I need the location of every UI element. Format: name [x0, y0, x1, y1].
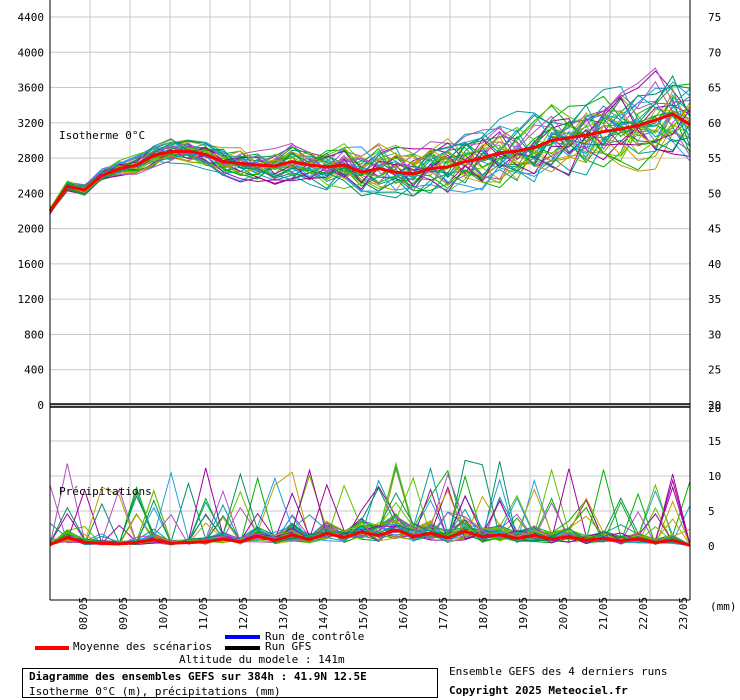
isotherm-mean-line: [48, 112, 691, 212]
right-tick-label: 25: [708, 364, 721, 377]
isotherm-panel-label: Isotherme 0°C: [59, 129, 145, 142]
date-tick-label: 14/05: [317, 597, 330, 630]
isotherm-ensemble-member: [49, 94, 691, 211]
right-tick-label: 45: [708, 223, 721, 236]
date-tick-label: 23/05: [677, 597, 690, 630]
precip-tick-label: 5: [708, 505, 715, 518]
precip-tick-label: 20: [708, 402, 721, 415]
date-tick-label: 10/05: [157, 597, 170, 630]
chart-title: Diagramme des ensembles GEFS sur 384h : …: [29, 670, 367, 683]
isotherm-ensemble-member: [49, 74, 691, 209]
date-tick-label: 21/05: [597, 597, 610, 630]
right-tick-label: 35: [708, 293, 721, 306]
date-tick-label: 15/05: [357, 597, 370, 630]
precip-panel-label: Précipitations: [59, 485, 152, 498]
precip-unit-label: (mm): [710, 600, 737, 613]
date-tick-label: 22/05: [637, 597, 650, 630]
left-tick-label: 800: [24, 328, 44, 341]
gfs-run-label: Run GFS: [265, 640, 312, 653]
date-tick-label: 11/05: [197, 597, 210, 630]
control-run-label: Run de contrôle: [265, 630, 365, 643]
right-tick-label: 75: [708, 11, 721, 24]
date-tick-label: 20/05: [557, 597, 570, 630]
control-run-swatch: [225, 635, 260, 639]
left-tick-label: 3600: [18, 82, 45, 95]
precip-mean-line: [49, 528, 691, 547]
info-box: Diagramme des ensembles GEFS sur 384h : …: [22, 668, 438, 698]
isotherm-ensemble-member: [49, 113, 691, 212]
right-tick-label: 30: [708, 328, 721, 341]
right-tick-label: 40: [708, 258, 721, 271]
date-tick-label: 08/05: [77, 597, 90, 630]
left-tick-label: 1600: [18, 258, 45, 271]
copyright: Copyright 2025 Meteociel.fr: [449, 684, 628, 697]
date-tick-label: 19/05: [517, 597, 530, 630]
precip-tick-label: 15: [708, 435, 721, 448]
precip-tick-label: 0: [708, 540, 715, 553]
ensemble-note: Ensemble GEFS des 4 derniers runs: [449, 665, 668, 678]
right-tick-label: 55: [708, 152, 721, 165]
date-tick-label: 18/05: [477, 597, 490, 630]
chart-grid: [49, 0, 691, 600]
altitude-label: Altitude du modele : 141m: [179, 653, 345, 666]
chart-axes: [49, 0, 691, 601]
left-tick-label: 400: [24, 364, 44, 377]
mean-swatch: [35, 646, 69, 650]
date-tick-label: 13/05: [277, 597, 290, 630]
precip-tick-label: 10: [708, 470, 721, 483]
precip-ensemble-member: [49, 486, 691, 546]
right-tick-label: 60: [708, 117, 721, 130]
precip-ensemble-member: [49, 467, 691, 546]
tick-labels: 0400800120016002000240028003200360040004…: [18, 11, 737, 630]
right-tick-label: 70: [708, 46, 721, 59]
left-tick-label: 2000: [18, 223, 45, 236]
gfs-run-swatch: [225, 646, 260, 650]
date-tick-label: 16/05: [397, 597, 410, 630]
chart-subtitle: Isotherme 0°C (m), précipitations (mm): [29, 685, 281, 698]
left-tick-label: 2400: [18, 187, 45, 200]
left-tick-label: 3200: [18, 117, 45, 130]
isotherm-ensemble-member: [49, 123, 691, 212]
isotherm-ensemble-member: [49, 105, 691, 212]
left-tick-label: 4400: [18, 11, 45, 24]
left-tick-label: 0: [37, 399, 44, 412]
left-tick-label: 4000: [18, 46, 45, 59]
date-tick-label: 09/05: [117, 597, 130, 630]
date-tick-label: 17/05: [437, 597, 450, 630]
left-tick-label: 2800: [18, 152, 45, 165]
isotherm-ensemble-lines: [49, 67, 691, 215]
left-tick-label: 1200: [18, 293, 45, 306]
right-tick-label: 20: [708, 399, 721, 412]
right-tick-label: 50: [708, 187, 721, 200]
mean-label: Moyenne des scénarios: [73, 640, 213, 653]
date-tick-label: 12/05: [237, 597, 250, 630]
right-tick-label: 65: [708, 82, 721, 95]
isotherm-ensemble-member: [49, 94, 691, 214]
mean-lines: [48, 112, 691, 547]
